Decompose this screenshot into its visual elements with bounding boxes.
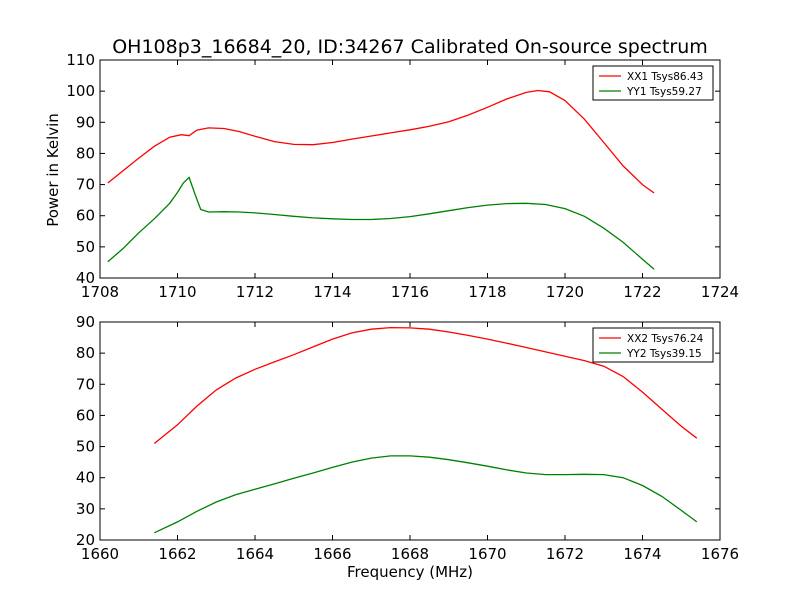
bottom-panel: 1660 1662 1664 1666 1668 1670 1672 1674 1676 20 30… [76,313,739,563]
chart-title: OH108p3_16684_20, ID:34267 Calibrated On… [112,36,708,58]
x-tick-label: 1662 [158,545,196,563]
y-tick-label: 60 [76,207,95,225]
x-tick-label: 1712 [236,283,274,301]
y-tick-label: 80 [76,144,95,162]
y-axis-label: Power in Kelvin [44,113,62,227]
x-tick-label: 1724 [701,283,739,301]
series-line-yy2 [154,455,698,534]
series-line-xx2 [153,326,698,445]
y-tick-label: 90 [76,113,95,131]
x-tick-label: 1708 [81,283,119,301]
y-tick-label: 40 [76,469,95,487]
y-tick-label: 30 [76,500,95,518]
y-tick-label: 60 [76,406,95,424]
y-tick-label: 110 [66,51,95,69]
legend-box [592,65,714,101]
y-tick-label: 100 [66,82,95,100]
x-tick-label: 1710 [158,283,196,301]
x-tick-label: 1672 [546,545,584,563]
series-line-yy1 [107,176,655,270]
legend-entry: XX2 Tsys76.24 [627,333,704,345]
top-panel: 1708 1710 1712 1714 1716 1718 1720 1722 1724 40 50… [66,51,739,301]
x-axis-label: Frequency (MHz) [347,563,473,581]
x-tick-label: 1670 [468,545,506,563]
y-tick-label: 20 [76,531,95,549]
y-tick-label: 50 [76,238,95,256]
x-tick-label: 1722 [623,283,661,301]
y-tick-label: 40 [76,269,95,287]
legend-box [592,327,714,363]
y-tick-label: 70 [76,375,95,393]
legend-entry: YY1 Tsys59.27 [626,86,702,98]
y-tick-label: 70 [76,176,95,194]
x-tick-label: 1674 [623,545,661,563]
x-tick-label: 1716 [391,283,429,301]
y-tick-label: 90 [76,313,95,331]
x-tick-label: 1664 [236,545,274,563]
legend-entry: YY2 Tsys39.15 [626,348,702,360]
x-tick-label: 1720 [546,283,584,301]
x-tick-label: 1668 [391,545,429,563]
x-tick-label: 1718 [468,283,506,301]
y-tick-label: 50 [76,438,95,456]
legend-entry: XX1 Tsys86.43 [627,71,703,83]
x-tick-label: 1714 [313,283,351,301]
x-tick-label: 1676 [701,545,739,563]
x-tick-label: 1660 [81,545,119,563]
y-tick-label: 80 [76,344,95,362]
series-line-xx1 [107,89,655,194]
x-tick-label: 1666 [313,545,351,563]
